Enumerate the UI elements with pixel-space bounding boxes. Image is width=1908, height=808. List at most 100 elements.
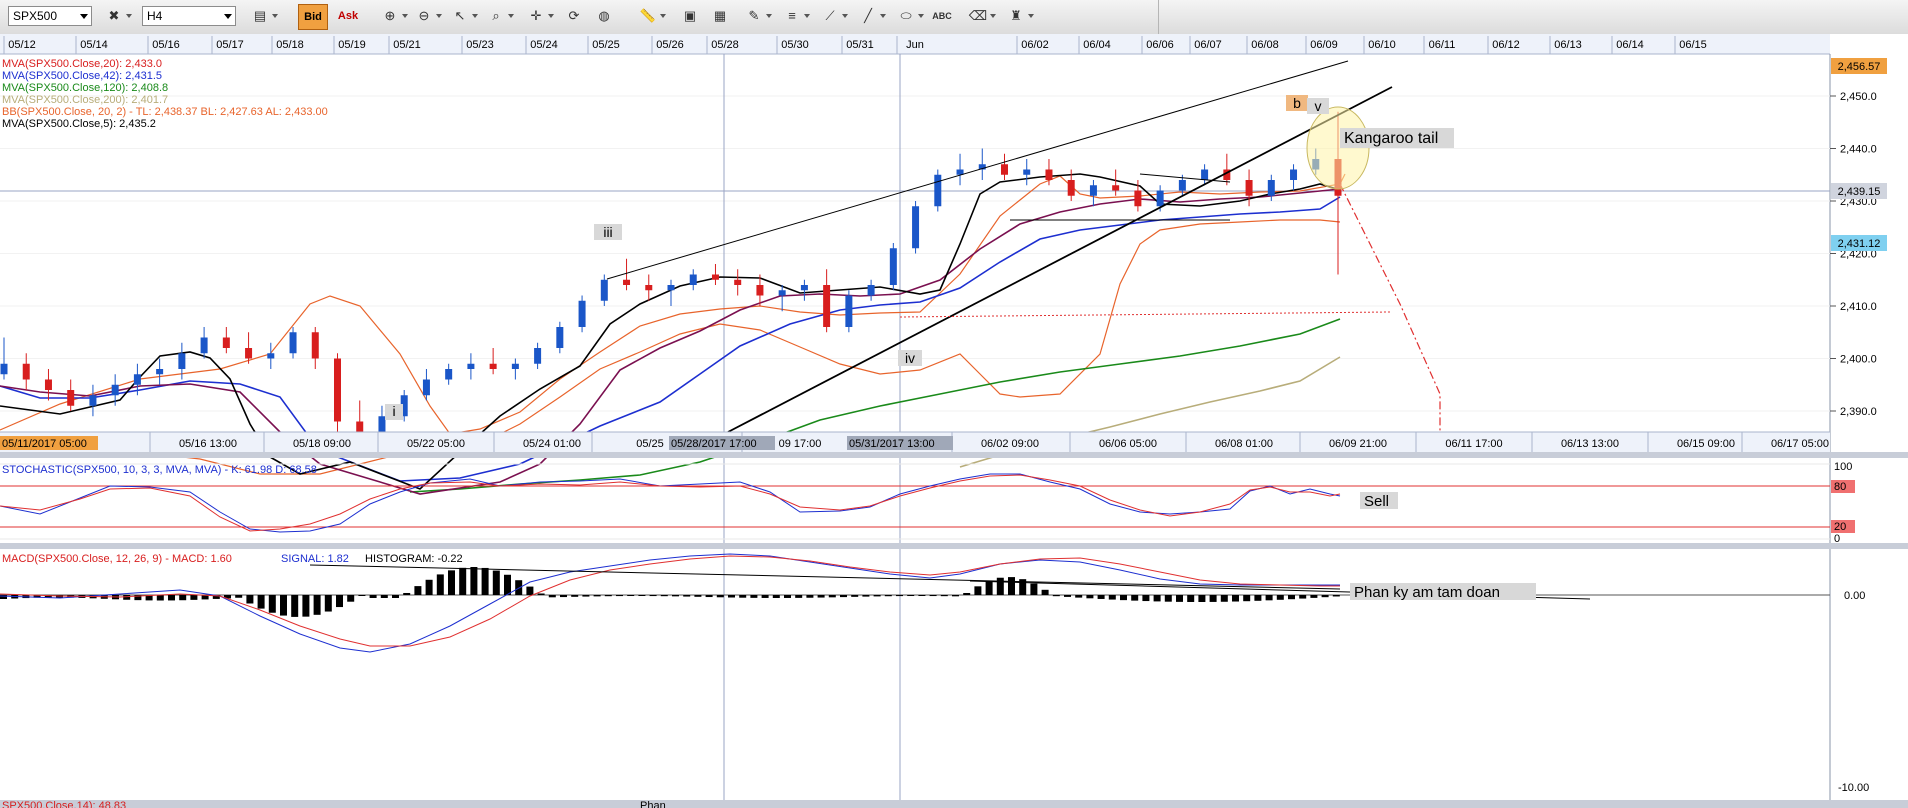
macd-histogram-bar xyxy=(1243,595,1251,602)
macd-histogram-bar xyxy=(784,595,791,598)
trendline-icon[interactable]: ╱ xyxy=(856,5,886,27)
candle-body xyxy=(22,363,30,380)
top-date-label: 06/04 xyxy=(1083,39,1111,51)
pane-separator[interactable] xyxy=(0,800,1908,808)
macd-histogram-bar xyxy=(604,595,612,597)
support-dotted-line xyxy=(899,311,1391,318)
macd-histogram-bar xyxy=(1097,595,1105,599)
crosshair-icon[interactable]: ✛ xyxy=(524,5,554,27)
macd-histogram-bar xyxy=(1332,595,1340,597)
macd-histogram-bar xyxy=(257,595,265,609)
zoom-in-icon[interactable]: ⊕ xyxy=(378,5,408,27)
mva200-legend: MVA(SPX500.Close,200): 2,401.7 xyxy=(2,94,168,106)
macd-histogram-bar xyxy=(548,595,556,598)
bottom-pane-label: Phan xyxy=(640,800,666,808)
macd-histogram-bar xyxy=(369,595,377,598)
macd-signal-legend: SIGNAL: 1.82 xyxy=(281,553,349,565)
image-icon[interactable]: ▣ xyxy=(683,8,697,23)
macd-histogram-bar xyxy=(190,595,198,600)
macd-histogram-bar xyxy=(201,595,209,600)
range-top-line xyxy=(1139,173,1231,183)
macd-histogram-bar xyxy=(235,595,243,598)
macd-histogram-bar xyxy=(302,595,310,617)
ask-button[interactable]: Ask xyxy=(337,10,359,22)
candle-body xyxy=(912,206,920,249)
cursor-icon[interactable]: ↖ xyxy=(448,5,478,27)
macd-histogram-bar xyxy=(134,595,142,601)
macd-histogram-bar xyxy=(918,595,926,597)
pane-separator[interactable] xyxy=(0,452,1908,458)
date-flag-cursor1: 05/28/2017 17:00 xyxy=(671,438,757,450)
globe-icon[interactable]: ◍ xyxy=(598,8,610,23)
macd-histogram-bar xyxy=(448,570,455,595)
candle-body xyxy=(1178,180,1186,191)
timeframe-value: H4 xyxy=(147,9,163,23)
macd-histogram-bar xyxy=(772,595,780,598)
fibonacci-icon[interactable]: ⟋ xyxy=(818,5,848,27)
macd-histogram-bar xyxy=(828,595,836,598)
zoom-out-icon[interactable]: ⊖ xyxy=(412,5,442,27)
top-date-label: 05/16 xyxy=(152,39,180,51)
candle-body xyxy=(445,369,453,380)
macd-histogram-bar xyxy=(750,595,758,598)
candle-body xyxy=(400,395,408,417)
wave-labels: i iii iv b v Kangaroo tail xyxy=(385,95,1454,420)
mva20-legend: MVA(SPX500.Close,20): 2,433.0 xyxy=(2,58,162,70)
ruler-icon[interactable]: 📏 xyxy=(636,5,666,27)
macd-histogram-bar xyxy=(33,595,41,598)
macd-histogram-bar xyxy=(403,592,411,595)
macd-histogram-bar xyxy=(1041,589,1049,595)
pane-separator[interactable] xyxy=(0,543,1908,549)
macd-histogram-bar xyxy=(739,595,747,598)
timeframe-select[interactable]: H4 xyxy=(142,6,236,26)
macd-histogram-bar xyxy=(660,595,668,597)
macd-histogram-bar xyxy=(1232,595,1239,602)
bottom-date-label: 06/08 01:00 xyxy=(1215,438,1273,450)
candle-body xyxy=(289,332,297,354)
macd-histogram-bar xyxy=(1164,595,1172,602)
candle-body xyxy=(1001,164,1008,175)
clear-icon[interactable]: ✖ xyxy=(102,5,132,27)
macd-pane: MACD(SPX500.Close, 12, 26, 9) - MACD: 1.… xyxy=(0,553,1830,653)
macd-histogram-bar xyxy=(414,586,422,595)
kangaroo-tail-label: Kangaroo tail xyxy=(1344,130,1438,147)
indicators-icon[interactable]: ♜ xyxy=(1004,5,1034,27)
bid-button[interactable]: Bid xyxy=(298,4,328,30)
macd-histogram-bar xyxy=(1209,595,1217,602)
top-date-label: 05/17 xyxy=(216,39,244,51)
lower-trendline xyxy=(727,86,1393,433)
drawings xyxy=(606,60,1441,434)
bottom-date-label: 06/06 05:00 xyxy=(1099,438,1157,450)
candle-body xyxy=(1067,180,1075,196)
price-tick-label: 2,390.0 xyxy=(1840,406,1877,418)
chart-type-icon[interactable]: ▤ xyxy=(248,5,278,27)
price-axis xyxy=(1830,54,1908,808)
macd-histogram-bar xyxy=(582,595,590,597)
refresh-icon[interactable]: ⟳ xyxy=(568,8,580,23)
candle-body xyxy=(711,274,719,280)
divergence-line-1 xyxy=(309,564,1341,590)
macd-histogram-bar xyxy=(873,595,881,597)
macd-histogram-bar xyxy=(179,595,187,601)
template-icon[interactable]: ▦ xyxy=(713,8,727,23)
candlesticks xyxy=(0,111,1342,443)
lines-icon[interactable]: ≡ xyxy=(780,5,810,27)
candle-body xyxy=(600,279,608,301)
draw-tools-icon[interactable]: ✎ xyxy=(742,5,772,27)
candle-body xyxy=(823,285,831,327)
candle-body xyxy=(422,379,430,396)
macd-histogram-bar xyxy=(526,586,534,595)
eraser-icon[interactable]: ⌫ xyxy=(966,5,996,27)
symbol-select[interactable]: SPX500 xyxy=(8,6,92,26)
chart-area[interactable]: 05/12 05/14 05/16 05/17 05/18 05/19 05/21 05/23… xyxy=(0,34,1908,808)
ellipse-icon[interactable]: ⬭ xyxy=(894,5,924,27)
top-date-label: 06/13 xyxy=(1554,39,1582,51)
text-tool-button[interactable]: ABC xyxy=(932,11,952,21)
candle-body xyxy=(511,363,519,369)
macd-histogram-bar xyxy=(940,595,948,597)
zoom-area-icon[interactable]: ⌕ xyxy=(484,5,514,27)
bollinger-lower xyxy=(0,219,1341,475)
bottom-date-label: 06/17 05:00 xyxy=(1771,438,1829,450)
price-flags: 2,456.57 2,439.15 2,431.12 xyxy=(1831,58,1887,251)
candle-body xyxy=(89,395,97,406)
